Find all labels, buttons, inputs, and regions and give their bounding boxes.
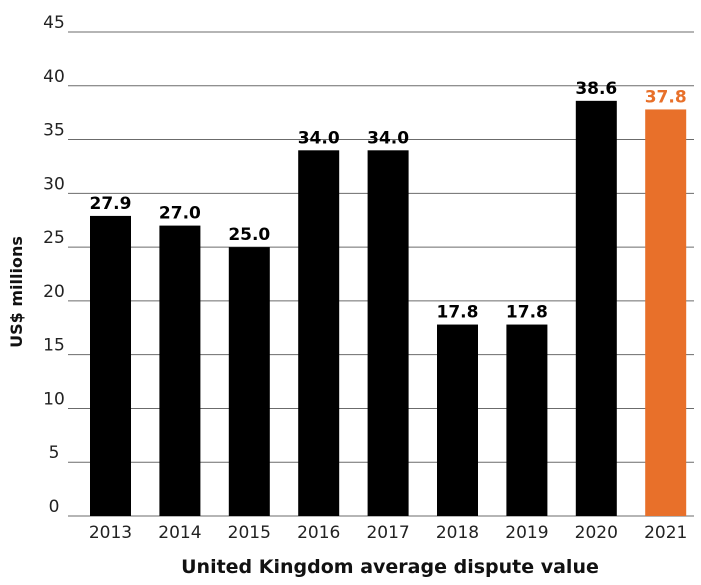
bar-value-label-2017: 34.0 [367,128,409,148]
bar-2018 [437,324,478,516]
bar-2013 [90,215,131,517]
y-tick-label: 30 [43,174,65,194]
bar-2021 [645,109,687,516]
bar-2016 [298,150,340,517]
bar-value-label-2021: 37.8 [645,87,687,107]
y-tick-label: 10 [43,389,65,409]
x-tick-label-2017: 2017 [366,523,409,543]
x-tick-label-2014: 2014 [158,523,201,543]
x-axis-label: United Kingdom average dispute value [181,556,599,578]
bar-2019 [506,324,548,516]
y-tick-label: 25 [43,228,65,248]
bars [90,100,687,517]
x-axis-ticks: 2013 2014 2015 2016 2017 2018 2019 2020 2021 [89,523,687,543]
x-tick-label-2020: 2020 [575,523,618,543]
y-axis-ticks: 0 5 10 15 20 25 30 35 40 45 [43,13,65,517]
y-tick-label: 0 [49,497,60,517]
y-tick-label: 40 [43,67,65,87]
bar-2014 [159,225,201,516]
bar-2020 [575,100,617,516]
bar-value-label-2014: 27.0 [159,204,201,224]
x-tick-label-2018: 2018 [436,523,479,543]
bar-value-label-2016: 34.0 [298,128,340,148]
y-tick-label: 45 [43,13,65,33]
x-tick-label-2021: 2021 [644,523,687,543]
bar-value-label-2020: 38.6 [575,79,617,99]
y-tick-label: 15 [43,336,65,356]
bar-value-label-2018: 17.8 [437,303,479,323]
y-axis-label: US$ millions [7,236,26,348]
x-tick-label-2016: 2016 [297,523,340,543]
bar-value-label-2013: 27.9 [90,194,132,214]
y-tick-label: 5 [49,443,60,463]
bar-value-labels: 27.9 27.0 25.0 34.0 34.0 17.8 17.8 38.6 37.8 [90,79,687,323]
bar-2015 [228,247,270,516]
x-tick-label-2019: 2019 [505,523,548,543]
x-tick-label-2013: 2013 [89,523,132,543]
bar-value-label-2019: 17.8 [506,303,548,323]
x-tick-label-2015: 2015 [228,523,271,543]
bar-2017 [367,150,409,517]
y-tick-label: 35 [43,121,65,141]
bar-value-label-2015: 25.0 [228,225,270,245]
y-tick-label: 20 [43,282,65,302]
